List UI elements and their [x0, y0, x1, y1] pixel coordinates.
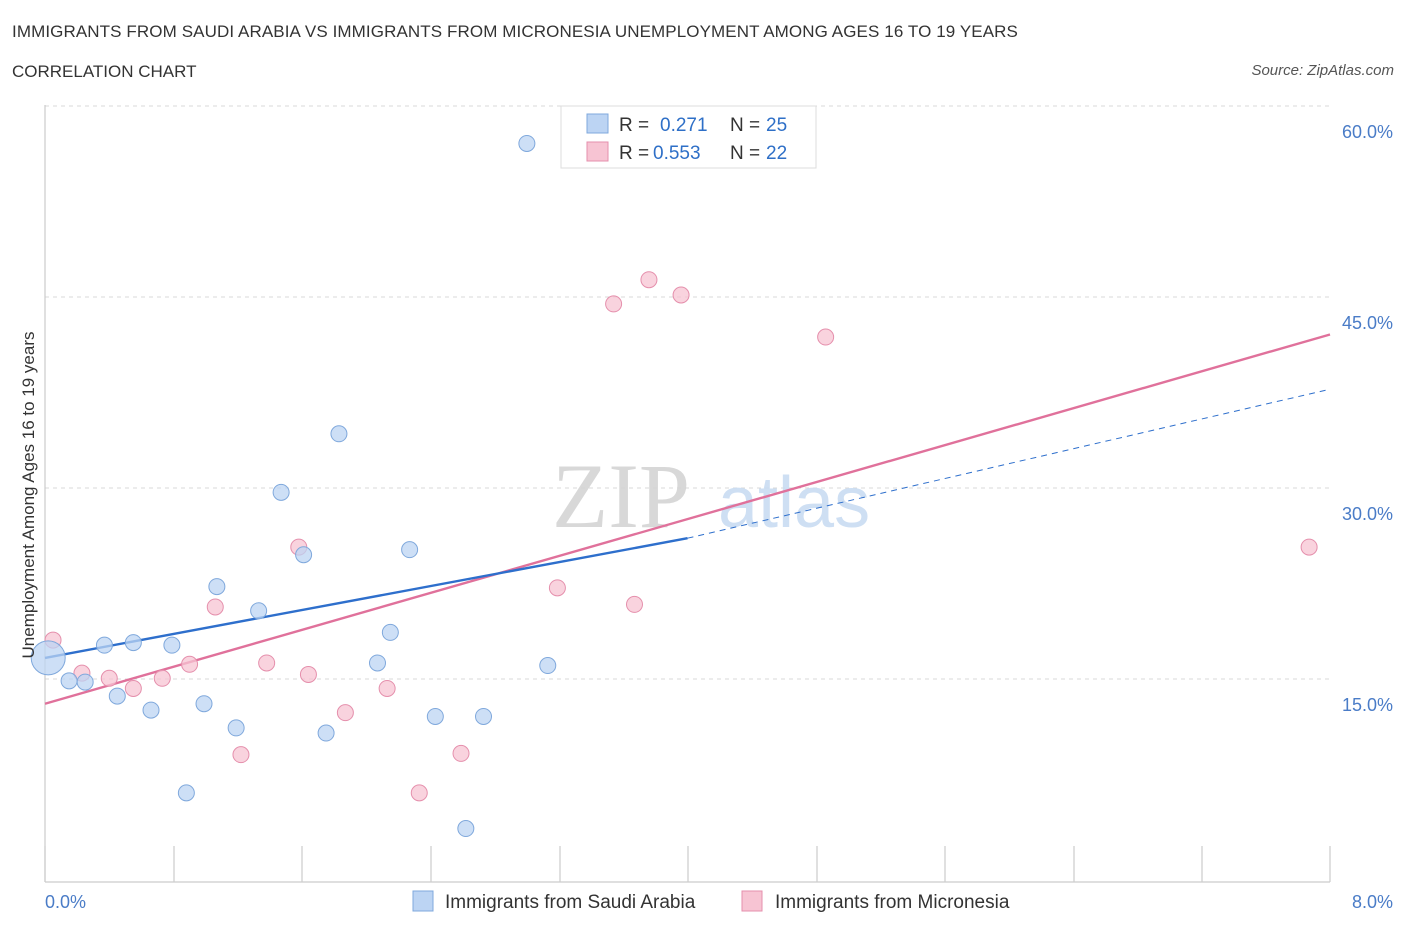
point-micronesia-8: [258, 654, 276, 672]
chart-title: IMMIGRANTS FROM SAUDI ARABIA VS IMMIGRAN…: [12, 22, 1018, 41]
legend-r-value-2: 0.553: [653, 143, 701, 164]
point-saudi-15: [317, 724, 335, 742]
watermark-zip: ZIP: [552, 445, 690, 547]
watermark: ZIP atlas: [552, 445, 870, 547]
series-legend-label-saudi: Immigrants from Saudi Arabia: [445, 892, 696, 913]
point-micronesia-7: [232, 746, 250, 764]
grid-lines: [45, 105, 1330, 680]
series-legend-label-micronesia: Immigrants from Micronesia: [775, 892, 1010, 913]
point-micronesia-21: [1300, 538, 1318, 556]
point-saudi-7: [163, 636, 181, 654]
point-saudi-6: [142, 701, 160, 719]
point-saudi-8: [177, 784, 195, 802]
legend-n-label-1: N =: [730, 115, 760, 136]
point-micronesia-3: [124, 679, 142, 697]
point-saudi-0: [30, 640, 66, 676]
point-micronesia-15: [548, 579, 566, 597]
point-micronesia-14: [452, 744, 470, 762]
trend-line-saudi: [44, 537, 688, 660]
point-saudi-3: [95, 636, 113, 654]
source-credit: Source: ZipAtlas.com: [1251, 62, 1394, 79]
point-micronesia-16: [605, 295, 623, 313]
point-micronesia-13: [410, 784, 428, 802]
trend-line-micronesia: [44, 333, 1331, 705]
legend-n-value-2: 22: [766, 143, 787, 164]
point-saudi-23: [539, 657, 557, 675]
point-saudi-22: [475, 707, 493, 725]
point-micronesia-18: [640, 271, 658, 289]
point-saudi-18: [381, 623, 399, 641]
point-saudi-9: [195, 695, 213, 713]
point-saudi-13: [272, 483, 290, 501]
y-tick-labels: 15.0% 30.0% 45.0% 60.0%: [1342, 122, 1393, 715]
point-saudi-16: [330, 425, 348, 443]
point-micronesia-12: [378, 679, 396, 697]
point-saudi-4: [108, 687, 126, 705]
point-micronesia-20: [817, 328, 835, 346]
point-micronesia-19: [672, 286, 690, 304]
correlation-legend: R = 0.271 N = 25 R = 0.553 N = 22: [560, 105, 817, 169]
point-saudi-17: [368, 654, 386, 672]
legend-r-label-2: R =: [619, 143, 649, 164]
point-micronesia-6: [206, 598, 224, 616]
y-axis-label: Unemployment Among Ages 16 to 19 years: [19, 332, 38, 659]
point-saudi-14: [295, 546, 313, 564]
point-micronesia-2: [100, 669, 118, 687]
point-micronesia-4: [153, 669, 171, 687]
y-tick-label-60: 60.0%: [1342, 122, 1393, 142]
series-legend: Immigrants from Saudi Arabia Immigrants …: [412, 890, 1010, 913]
y-tick-label-30: 30.0%: [1342, 504, 1393, 524]
series-legend-swatch-saudi: [412, 890, 434, 912]
point-micronesia-11: [336, 704, 354, 722]
axes: [44, 105, 1331, 883]
point-saudi-19: [401, 541, 419, 559]
point-saudi-2: [76, 673, 94, 691]
point-saudi-5: [124, 634, 142, 652]
point-micronesia-17: [625, 595, 643, 613]
chart-subtitle: CORRELATION CHART: [12, 62, 197, 81]
point-saudi-1: [60, 672, 78, 690]
point-saudi-20: [426, 707, 444, 725]
data-points: [30, 134, 1318, 838]
point-saudi-11: [227, 719, 245, 737]
point-micronesia-5: [181, 655, 199, 673]
series-legend-swatch-micronesia: [741, 890, 763, 912]
point-micronesia-10: [299, 665, 317, 683]
point-saudi-21: [457, 820, 475, 838]
legend-n-value-1: 25: [766, 115, 787, 136]
legend-swatch-saudi: [586, 113, 609, 134]
legend-r-label-1: R =: [619, 115, 649, 136]
point-saudi-10: [208, 578, 226, 596]
point-saudi-12: [250, 602, 268, 620]
legend-r-value-1: 0.271: [660, 115, 708, 136]
trend-lines: [44, 333, 1331, 705]
y-tick-label-15: 15.0%: [1342, 695, 1393, 715]
point-saudi-24: [518, 134, 536, 152]
legend-n-label-2: N =: [730, 143, 760, 164]
x-tick-label-max: 8.0%: [1352, 892, 1393, 912]
x-tick-label-min: 0.0%: [45, 892, 86, 912]
y-tick-label-45: 45.0%: [1342, 313, 1393, 333]
legend-swatch-micronesia: [586, 141, 609, 162]
